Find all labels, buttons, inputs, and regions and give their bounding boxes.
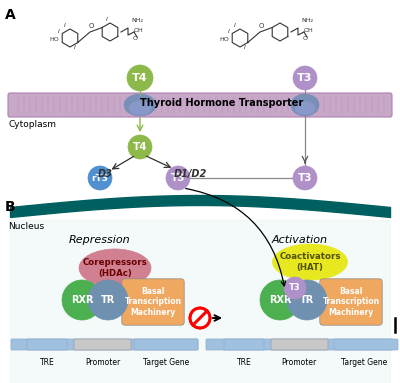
Circle shape	[293, 166, 317, 190]
FancyBboxPatch shape	[27, 339, 67, 350]
Text: Promoter: Promoter	[85, 358, 121, 367]
Text: I: I	[234, 23, 236, 28]
Text: T3: T3	[289, 283, 301, 293]
Circle shape	[284, 277, 306, 299]
FancyBboxPatch shape	[74, 339, 131, 350]
Text: I: I	[228, 29, 230, 34]
Circle shape	[128, 135, 152, 159]
Text: T3: T3	[298, 173, 312, 183]
FancyBboxPatch shape	[8, 93, 392, 117]
Circle shape	[62, 280, 102, 320]
Circle shape	[88, 280, 128, 320]
Circle shape	[166, 166, 190, 190]
Text: O: O	[88, 23, 94, 29]
Text: I: I	[244, 45, 246, 50]
Text: NH₂: NH₂	[301, 18, 313, 23]
Text: NH₂: NH₂	[131, 18, 143, 23]
Text: B: B	[5, 200, 16, 214]
Text: Basal
Transcription
Machinery: Basal Transcription Machinery	[124, 287, 182, 317]
FancyBboxPatch shape	[122, 279, 184, 325]
FancyBboxPatch shape	[11, 339, 198, 350]
Circle shape	[190, 308, 210, 328]
FancyBboxPatch shape	[224, 339, 264, 350]
FancyBboxPatch shape	[271, 339, 328, 350]
Text: T4: T4	[132, 73, 148, 83]
Text: Target Gene: Target Gene	[341, 358, 387, 367]
Text: Promoter: Promoter	[281, 358, 317, 367]
Text: HO: HO	[219, 37, 229, 42]
Text: OH: OH	[304, 28, 314, 33]
FancyBboxPatch shape	[134, 339, 198, 350]
Text: A: A	[5, 8, 16, 22]
Text: T3: T3	[297, 73, 313, 83]
Text: Repression: Repression	[69, 235, 131, 245]
Text: O: O	[258, 23, 264, 29]
Ellipse shape	[272, 244, 348, 280]
Text: O: O	[302, 36, 308, 41]
FancyBboxPatch shape	[334, 339, 398, 350]
Circle shape	[88, 166, 112, 190]
Text: Corepressors
(HDAc): Corepressors (HDAc)	[83, 258, 147, 278]
Text: rT3: rT3	[92, 173, 108, 183]
Text: I: I	[106, 17, 108, 22]
Ellipse shape	[291, 94, 319, 116]
Text: Cytoplasm: Cytoplasm	[8, 120, 56, 129]
Text: I: I	[58, 29, 60, 34]
Text: TRE: TRE	[237, 358, 251, 367]
Text: T4: T4	[133, 142, 147, 152]
FancyBboxPatch shape	[206, 339, 393, 350]
Text: Basal
Transcription
Machinery: Basal Transcription Machinery	[322, 287, 380, 317]
Text: TRE: TRE	[40, 358, 54, 367]
Text: TR: TR	[101, 295, 115, 305]
Circle shape	[287, 280, 327, 320]
Ellipse shape	[129, 101, 151, 115]
Text: RXR: RXR	[269, 295, 291, 305]
Text: OH: OH	[134, 28, 144, 33]
Text: HO: HO	[49, 37, 59, 42]
Text: D3: D3	[98, 169, 112, 179]
Circle shape	[293, 66, 317, 90]
Circle shape	[260, 280, 300, 320]
Text: Target Gene: Target Gene	[143, 358, 189, 367]
FancyArrowPatch shape	[186, 188, 286, 286]
Text: Coactivators
(HAT): Coactivators (HAT)	[279, 252, 341, 272]
Text: O: O	[132, 36, 138, 41]
Text: T3: T3	[171, 173, 185, 183]
FancyBboxPatch shape	[320, 279, 382, 325]
Text: I: I	[74, 45, 76, 50]
Text: I: I	[64, 23, 66, 28]
Text: Thyroid Hormone Transporter: Thyroid Hormone Transporter	[140, 98, 304, 108]
Text: D1/D2: D1/D2	[173, 169, 207, 179]
Text: TR: TR	[300, 295, 314, 305]
Text: RXR: RXR	[71, 295, 93, 305]
Ellipse shape	[295, 101, 315, 115]
Text: Nucleus: Nucleus	[8, 222, 44, 231]
Text: Activation: Activation	[272, 235, 328, 245]
Ellipse shape	[124, 94, 156, 116]
Ellipse shape	[79, 249, 151, 287]
Circle shape	[127, 65, 153, 91]
